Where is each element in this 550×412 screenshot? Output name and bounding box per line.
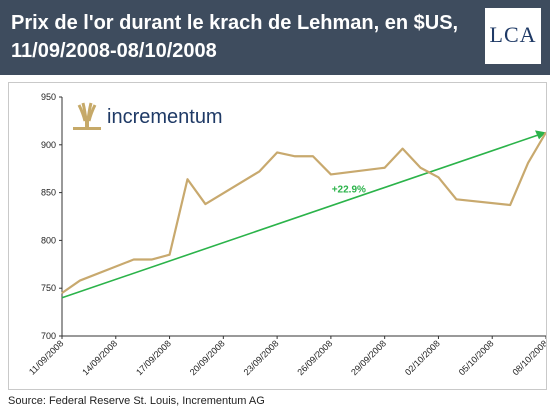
- trend-label: +22.9%: [332, 185, 366, 196]
- data-point: [545, 131, 546, 133]
- x-tick-label: 23/09/2008: [242, 338, 281, 377]
- header-bar: Prix de l'or durant le krach de Lehman, …: [0, 0, 550, 75]
- tree-icon: [73, 102, 101, 130]
- data-point: [437, 176, 440, 178]
- data-point: [151, 258, 153, 261]
- x-tick-label: 11/09/2008: [27, 338, 65, 376]
- y-tick-label: 800: [41, 235, 56, 245]
- x-tick-label: 14/09/2008: [80, 338, 119, 377]
- data-point: [384, 167, 386, 169]
- data-point: [294, 155, 296, 157]
- data-point: [168, 254, 171, 256]
- x-tick-label: 17/09/2008: [134, 338, 173, 377]
- data-point: [330, 173, 332, 176]
- data-point: [276, 151, 278, 154]
- chart-panel: 700 750 800 850 900 950 11/09/2008 14/09/2008 17…: [8, 82, 547, 390]
- x-tick-label: 29/09/2008: [349, 338, 388, 377]
- source-note: Source: Federal Reserve St. Louis, Incre…: [8, 395, 265, 407]
- lca-logo: LCA: [485, 8, 541, 64]
- data-point: [133, 258, 135, 261]
- data-point: [419, 167, 422, 169]
- x-tick-label: 26/09/2008: [295, 338, 334, 377]
- trend-arrowhead: [535, 130, 546, 140]
- y-tick-label: 750: [41, 283, 56, 293]
- data-point: [401, 148, 404, 150]
- gold-price-line: [61, 131, 546, 294]
- data-point: [455, 198, 457, 200]
- chart-title: Prix de l'or durant le krach de Lehman, …: [11, 12, 459, 62]
- x-tick-label: 02/10/2008: [403, 338, 442, 377]
- lca-logo-text: LCA: [489, 22, 537, 47]
- y-tick-label: 700: [41, 331, 56, 341]
- data-point: [186, 178, 189, 180]
- data-point: [312, 155, 314, 157]
- trend-line: [61, 133, 541, 299]
- y-tick-label: 850: [41, 188, 56, 198]
- x-tick-label: 05/10/2008: [457, 338, 496, 377]
- x-tick-label: 20/09/2008: [188, 338, 227, 377]
- x-tick-label: 08/10/2008: [510, 338, 546, 377]
- data-point: [258, 170, 260, 173]
- data-point: [204, 203, 207, 205]
- data-point: [79, 279, 81, 282]
- y-tick-label: 950: [41, 92, 56, 102]
- data-point: [527, 162, 529, 164]
- y-tick-label: 900: [41, 140, 56, 150]
- incrementum-logo: incrementum: [73, 102, 223, 130]
- line-chart: 700 750 800 850 900 950 11/09/2008 14/09/2008 17…: [27, 92, 546, 377]
- data-point: [61, 292, 63, 294]
- data-point: [509, 204, 511, 206]
- incrementum-wordmark: incrementum: [107, 106, 223, 128]
